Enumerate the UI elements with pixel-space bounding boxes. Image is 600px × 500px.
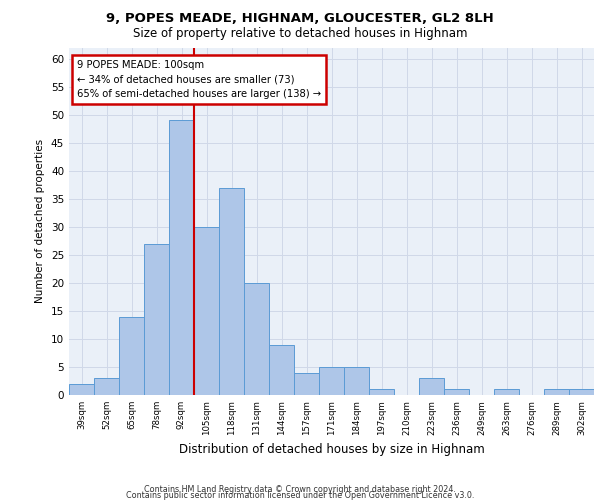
Bar [369, 390, 394, 395]
Bar [319, 367, 344, 395]
Text: Size of property relative to detached houses in Highnam: Size of property relative to detached ho… [133, 28, 467, 40]
Text: 9 POPES MEADE: 100sqm
← 34% of detached houses are smaller (73)
65% of semi-deta: 9 POPES MEADE: 100sqm ← 34% of detached … [77, 60, 321, 100]
Bar [119, 316, 144, 395]
Bar [69, 384, 94, 395]
Text: 9, POPES MEADE, HIGHNAM, GLOUCESTER, GL2 8LH: 9, POPES MEADE, HIGHNAM, GLOUCESTER, GL2… [106, 12, 494, 26]
Bar [244, 283, 269, 395]
Text: Contains public sector information licensed under the Open Government Licence v3: Contains public sector information licen… [126, 491, 474, 500]
Bar [144, 244, 169, 395]
Bar [169, 120, 194, 395]
Bar [294, 372, 319, 395]
Bar [344, 367, 369, 395]
Bar [269, 344, 294, 395]
Bar [444, 390, 469, 395]
Bar [544, 390, 569, 395]
X-axis label: Distribution of detached houses by size in Highnam: Distribution of detached houses by size … [179, 443, 484, 456]
Bar [419, 378, 444, 395]
Bar [494, 390, 519, 395]
Bar [219, 188, 244, 395]
Y-axis label: Number of detached properties: Number of detached properties [35, 139, 46, 304]
Bar [569, 390, 594, 395]
Bar [94, 378, 119, 395]
Bar [194, 227, 219, 395]
Text: Contains HM Land Registry data © Crown copyright and database right 2024.: Contains HM Land Registry data © Crown c… [144, 484, 456, 494]
